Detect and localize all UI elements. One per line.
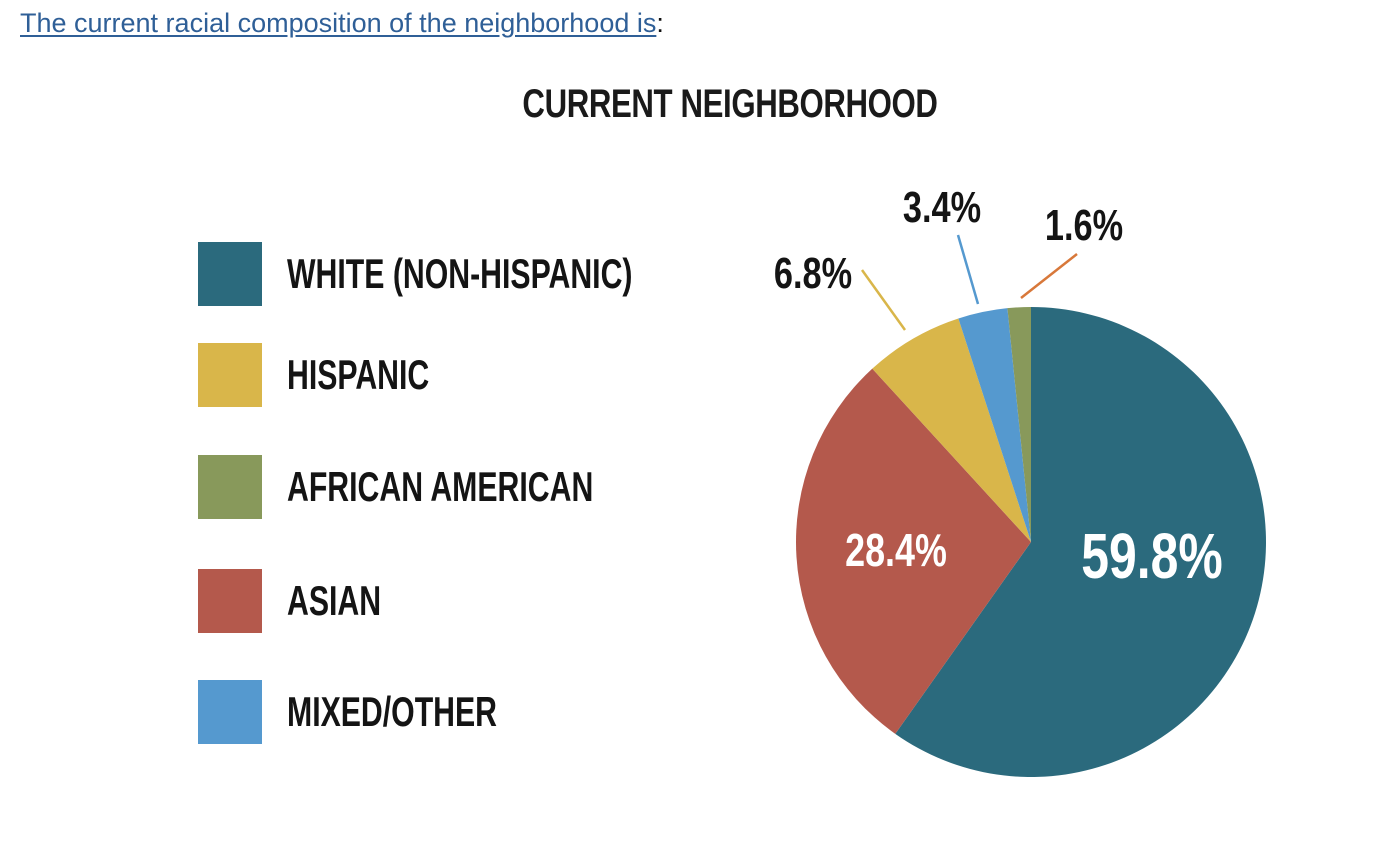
pie-slice-mixed-other bbox=[958, 308, 1031, 542]
intro-link[interactable]: The current racial composition of the ne… bbox=[20, 8, 657, 38]
pie-slice-asian bbox=[796, 368, 1031, 734]
chart-legend: WHITE (NON-HISPANIC) HISPANIC AFRICAN AM… bbox=[198, 242, 718, 762]
intro-sentence: The current racial composition of the ne… bbox=[20, 8, 664, 39]
legend-swatch-african-american bbox=[198, 455, 262, 519]
legend-item-white: WHITE (NON-HISPANIC) bbox=[198, 242, 718, 306]
legend-label-african-american: AFRICAN AMERICAN bbox=[287, 463, 594, 510]
legend-item-african-american: AFRICAN AMERICAN bbox=[198, 455, 718, 519]
data-label-mixed-other: 3.4% bbox=[903, 183, 981, 232]
pie-slice-hispanic bbox=[872, 318, 1031, 542]
legend-label-mixed-other: MIXED/OTHER bbox=[287, 688, 498, 735]
legend-item-hispanic: HISPANIC bbox=[198, 343, 718, 407]
legend-swatch-hispanic bbox=[198, 343, 262, 407]
legend-swatch-asian bbox=[198, 569, 262, 633]
legend-label-asian: ASIAN bbox=[287, 577, 382, 624]
legend-swatch-mixed-other bbox=[198, 680, 262, 744]
data-label-white: 59.8% bbox=[1081, 521, 1223, 592]
legend-item-asian: ASIAN bbox=[198, 569, 718, 633]
pie-slice-white bbox=[895, 307, 1266, 777]
leader-line-hispanic bbox=[860, 269, 907, 331]
pie-slice-african-american bbox=[1007, 307, 1031, 542]
legend-item-mixed-other: MIXED/OTHER bbox=[198, 680, 718, 744]
legend-label-white: WHITE (NON-HISPANIC) bbox=[287, 250, 633, 297]
legend-swatch-white bbox=[198, 242, 262, 306]
data-label-african-american: 1.6% bbox=[1045, 201, 1123, 250]
legend-label-hispanic: HISPANIC bbox=[287, 351, 430, 398]
leader-line-mixed-other bbox=[956, 234, 980, 305]
leader-line-african-american bbox=[1020, 253, 1078, 299]
data-label-asian: 28.4% bbox=[845, 525, 947, 576]
chart-title: CURRENT NEIGHBORHOOD bbox=[522, 82, 938, 126]
intro-colon: : bbox=[656, 8, 664, 38]
data-label-hispanic: 6.8% bbox=[774, 249, 852, 298]
